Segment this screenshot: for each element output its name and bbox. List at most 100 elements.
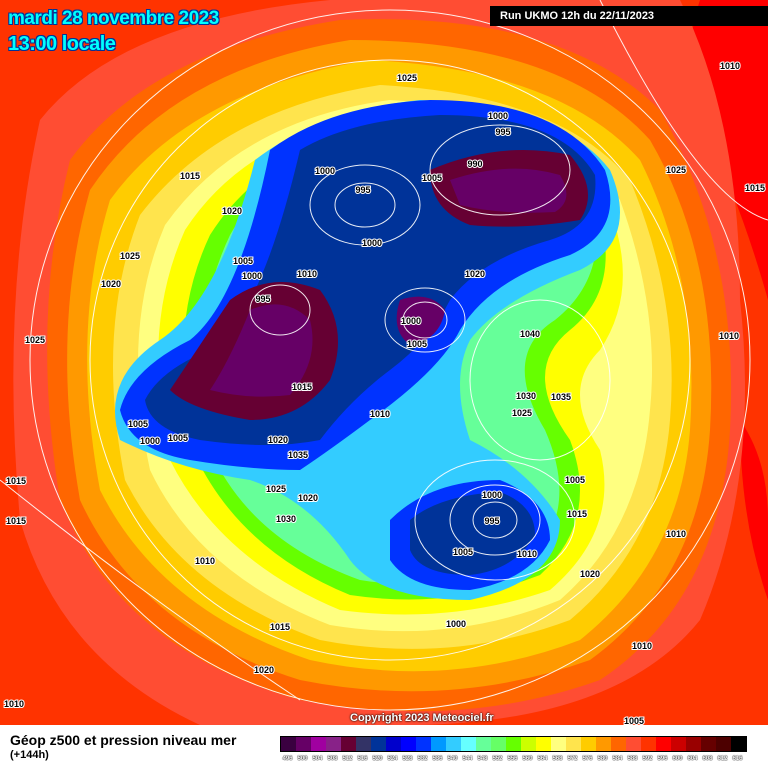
field-596 (690, 0, 768, 600)
isobar-label: 1020 (580, 569, 600, 579)
isobar-label: 1020 (268, 435, 288, 445)
isobar-label: 1000 (140, 436, 160, 446)
legend-swatch (326, 737, 341, 751)
field-520 (145, 115, 596, 575)
isobar-label: 1010 (297, 269, 317, 279)
legend-label: 600 (672, 756, 683, 762)
legend-label: 516 (357, 756, 368, 762)
isobar-label: 1000 (362, 238, 382, 248)
legend-swatch (416, 737, 431, 751)
forecast-date: mardi 28 novembre 2023 (8, 8, 219, 29)
isobar-label: 1010 (195, 556, 215, 566)
legend-swatch (521, 737, 536, 751)
legend-swatch (341, 737, 356, 751)
legend-label: 496 (282, 756, 293, 762)
legend-label: 536 (432, 756, 443, 762)
isobar-label: 1025 (25, 335, 45, 345)
legend-label: 524 (387, 756, 398, 762)
isobar-label: 1020 (465, 269, 485, 279)
isobar-label: 1015 (292, 382, 312, 392)
isobar-label: 1000 (488, 111, 508, 121)
isobar-label: 1005 (168, 433, 188, 443)
model-run: Run UKMO 12h du 22/11/2023 (490, 6, 768, 26)
legend-swatch (656, 737, 671, 751)
legend-label: 616 (732, 756, 743, 762)
legend-swatch (641, 737, 656, 751)
isobar-label: 1035 (551, 392, 571, 402)
isobar-label: 1010 (719, 331, 739, 341)
legend-swatch (701, 737, 716, 751)
legend-swatch (686, 737, 701, 751)
isobar-label: 1030 (276, 514, 296, 524)
legend-label: 568 (552, 756, 563, 762)
isobar-label: 990 (467, 159, 482, 169)
isobar-label: 1025 (666, 165, 686, 175)
isobar-label: 1020 (298, 493, 318, 503)
legend-label: 508 (327, 756, 338, 762)
legend-swatch (446, 737, 461, 751)
legend-label: 596 (657, 756, 668, 762)
isobar-label: 1015 (567, 509, 587, 519)
isobar-label: 1005 (407, 339, 427, 349)
isobar-label: 995 (355, 185, 370, 195)
legend-label: 556 (507, 756, 518, 762)
forecast-time: 13:00 locale (8, 33, 116, 55)
legend-swatch (281, 737, 296, 751)
legend-label: 520 (372, 756, 383, 762)
legend-label: 504 (312, 756, 323, 762)
isobar-label: 1025 (120, 251, 140, 261)
legend-swatch (581, 737, 596, 751)
isobar-label: 1015 (6, 476, 26, 486)
isobar-label: 1025 (512, 408, 532, 418)
legend-label: 576 (582, 756, 593, 762)
isobar-label: 1010 (370, 409, 390, 419)
legend-swatch (491, 737, 506, 751)
legend-swatch (311, 737, 326, 751)
isobar-label: 1010 (517, 549, 537, 559)
legend-swatch (401, 737, 416, 751)
isobar-label: 1010 (720, 61, 740, 71)
isobar-label: 1000 (242, 271, 262, 281)
legend-label: 572 (567, 756, 578, 762)
legend-label: 552 (492, 756, 503, 762)
legend-swatch (371, 737, 386, 751)
legend-swatch (356, 737, 371, 751)
legend-label: 592 (642, 756, 653, 762)
isobar-label: 1005 (453, 547, 473, 557)
isobar-label: 1015 (270, 622, 290, 632)
isobar-label: 1000 (482, 490, 502, 500)
legend-swatch (566, 737, 581, 751)
legend-swatch (506, 737, 521, 751)
legend-label: 544 (462, 756, 473, 762)
isobar-label: 1015 (745, 183, 765, 193)
isobars (0, 0, 768, 711)
isobar-label: 1005 (233, 256, 253, 266)
isobar-label: 1030 (516, 391, 536, 401)
isobar-label: 1020 (101, 279, 121, 289)
isobar-label: 1040 (520, 329, 540, 339)
legend-label: 564 (537, 756, 548, 762)
legend-swatch (431, 737, 446, 751)
legend-label: 528 (402, 756, 413, 762)
legend-label: 532 (417, 756, 428, 762)
isobar-label: 1005 (128, 419, 148, 429)
legend-swatch (386, 737, 401, 751)
legend-label: 560 (522, 756, 533, 762)
legend-label: 612 (717, 756, 728, 762)
forecast-lead: (+144h) (10, 749, 49, 761)
legend-swatch (536, 737, 551, 751)
legend-swatch (596, 737, 611, 751)
legend-swatch (461, 737, 476, 751)
copyright: Copyright 2023 Meteociel.fr (350, 712, 494, 724)
legend-swatch (611, 737, 626, 751)
isobar-label: 995 (495, 127, 510, 137)
isobar-label: 1010 (666, 529, 686, 539)
isobar-label: 995 (484, 516, 499, 526)
legend-swatch (551, 737, 566, 751)
legend-label: 604 (687, 756, 698, 762)
legend-label: 500 (297, 756, 308, 762)
legend-swatch (716, 737, 731, 751)
isobar-label: 1035 (288, 450, 308, 460)
isobar-label: 1020 (222, 206, 242, 216)
isobar-label: 1010 (4, 699, 24, 709)
